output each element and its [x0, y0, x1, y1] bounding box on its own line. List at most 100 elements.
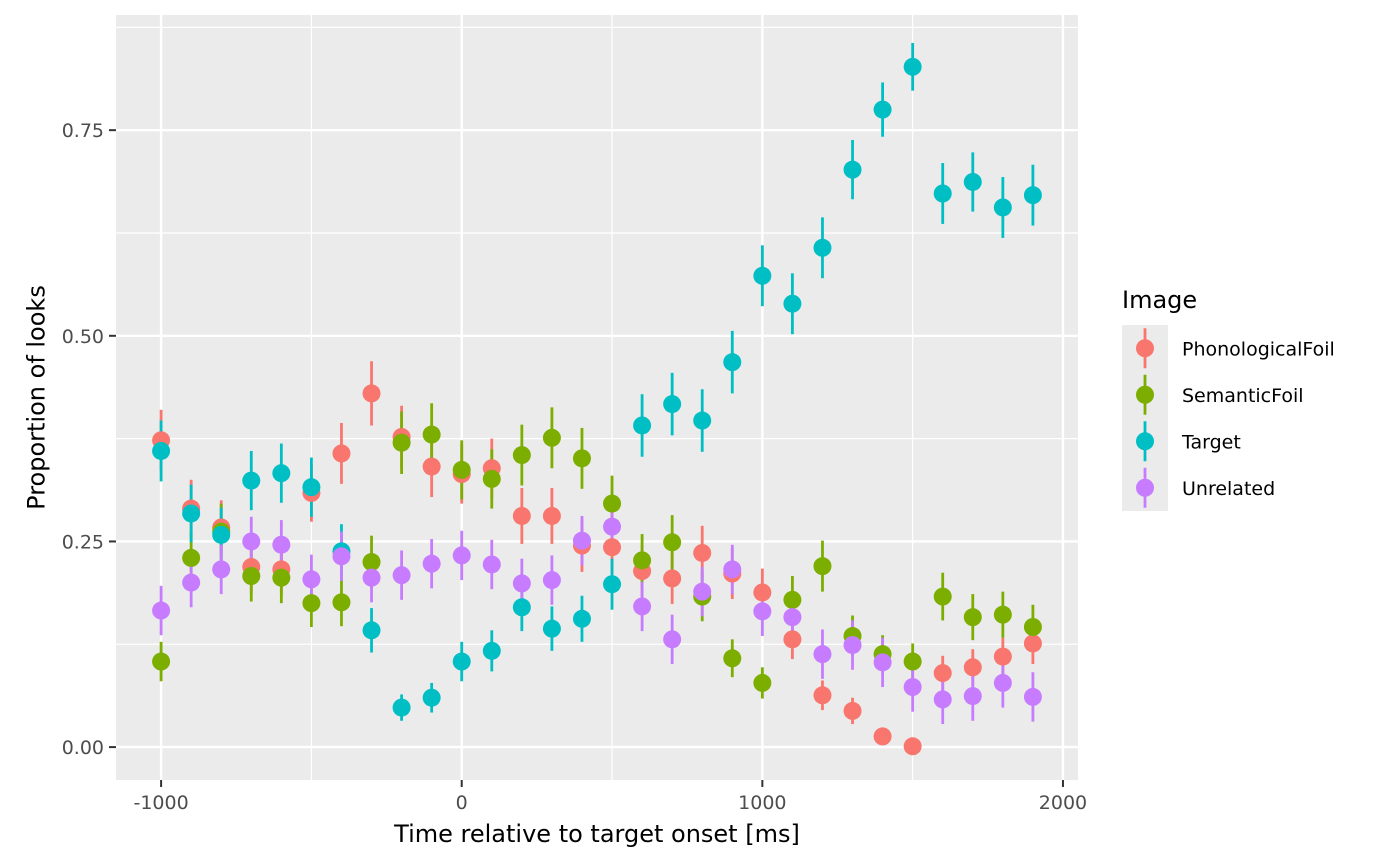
point-semanticfoil: [1023, 618, 1042, 636]
point-target: [783, 294, 802, 313]
point-unrelated: [452, 546, 471, 565]
point-unrelated: [212, 560, 231, 579]
point-semanticfoil: [663, 533, 682, 552]
legend-key-point-target: [1136, 432, 1154, 451]
point-unrelated: [933, 690, 952, 709]
point-unrelated: [182, 573, 201, 592]
point-semanticfoil: [272, 568, 291, 587]
point-unrelated: [272, 535, 291, 554]
point-semanticfoil: [993, 605, 1012, 624]
x-axis-tick-labels: -1000 0 1000 2000: [133, 792, 1087, 814]
point-semanticfoil: [182, 548, 201, 567]
point-unrelated: [242, 532, 261, 551]
point-phonologicalfoil: [993, 647, 1012, 666]
point-target: [302, 478, 321, 497]
point-phonologicalfoil: [663, 569, 682, 588]
point-target: [362, 621, 381, 640]
point-semanticfoil: [963, 608, 982, 627]
point-semanticfoil: [332, 593, 351, 612]
x-tick-label: 2000: [1039, 792, 1087, 814]
point-semanticfoil: [783, 590, 802, 609]
point-unrelated: [152, 601, 171, 620]
point-unrelated: [512, 574, 531, 593]
point-semanticfoil: [572, 449, 591, 468]
legend-label-semanticfoil: SemanticFoil: [1182, 385, 1304, 407]
point-unrelated: [542, 571, 561, 590]
point-target: [392, 698, 411, 717]
point-target: [512, 598, 531, 617]
y-tick-label: 0.00: [62, 737, 104, 759]
point-target: [663, 395, 682, 414]
point-semanticfoil: [422, 425, 441, 444]
point-unrelated: [963, 687, 982, 706]
legend-label-target: Target: [1181, 431, 1241, 453]
point-target: [242, 471, 261, 490]
point-phonologicalfoil: [963, 658, 982, 677]
point-target: [272, 464, 291, 483]
point-phonologicalfoil: [422, 457, 441, 476]
point-phonologicalfoil: [813, 686, 832, 705]
legend-key-point-phonologicalfoil: [1136, 339, 1154, 358]
axis-ticks: [109, 129, 1064, 787]
point-unrelated: [422, 554, 441, 573]
point-target: [753, 266, 772, 285]
point-target: [693, 411, 712, 430]
point-semanticfoil: [152, 652, 171, 671]
point-target: [452, 652, 471, 671]
point-phonologicalfoil: [603, 538, 622, 557]
point-target: [873, 100, 892, 119]
point-semanticfoil: [903, 652, 922, 671]
point-target: [993, 198, 1012, 217]
point-unrelated: [873, 653, 892, 672]
x-tick-label: 1000: [738, 792, 786, 814]
point-semanticfoil: [242, 567, 261, 585]
point-unrelated: [572, 531, 591, 550]
y-axis-title: Proportion of looks: [22, 285, 50, 510]
point-phonologicalfoil: [903, 737, 922, 756]
point-semanticfoil: [723, 649, 742, 668]
point-target: [843, 160, 862, 179]
point-semanticfoil: [302, 594, 321, 613]
point-unrelated: [783, 608, 802, 627]
point-phonologicalfoil: [693, 543, 712, 562]
point-unrelated: [903, 678, 922, 697]
legend-key-point-unrelated: [1136, 478, 1154, 497]
point-unrelated: [633, 597, 652, 616]
point-target: [212, 525, 231, 544]
point-unrelated: [362, 568, 381, 587]
point-semanticfoil: [753, 673, 772, 692]
point-semanticfoil: [813, 557, 832, 576]
point-semanticfoil: [362, 553, 381, 572]
point-unrelated: [663, 630, 682, 649]
point-phonologicalfoil: [843, 701, 862, 720]
point-semanticfoil: [933, 587, 952, 606]
point-target: [633, 416, 652, 435]
point-semanticfoil: [603, 494, 622, 513]
data-points: [152, 57, 1042, 756]
point-unrelated: [753, 602, 772, 621]
point-unrelated: [392, 566, 411, 585]
legend-keys: PhonologicalFoil SemanticFoil Target Unrela…: [1122, 325, 1335, 511]
point-unrelated: [482, 555, 501, 574]
y-tick-label: 0.50: [62, 326, 104, 348]
point-target: [603, 575, 622, 594]
point-unrelated: [693, 582, 712, 601]
point-unrelated: [332, 547, 351, 566]
point-target: [963, 172, 982, 191]
point-phonologicalfoil: [362, 384, 381, 403]
legend-key-point-semanticfoil: [1136, 385, 1154, 404]
point-unrelated: [1023, 687, 1042, 706]
point-phonologicalfoil: [933, 664, 952, 683]
point-semanticfoil: [392, 433, 411, 452]
point-target: [933, 184, 952, 203]
point-phonologicalfoil: [783, 630, 802, 649]
point-unrelated: [603, 517, 622, 536]
point-phonologicalfoil: [753, 583, 772, 602]
point-target: [572, 609, 591, 628]
point-phonologicalfoil: [873, 727, 892, 746]
y-tick-label: 0.75: [62, 120, 104, 142]
point-phonologicalfoil: [1023, 634, 1042, 653]
point-target: [182, 504, 201, 523]
point-target: [152, 441, 171, 460]
